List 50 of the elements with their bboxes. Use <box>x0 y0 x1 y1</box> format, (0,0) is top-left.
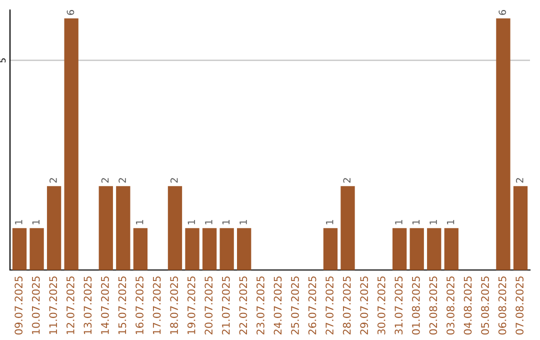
x-tick-label: 16.07.2025 <box>136 276 144 334</box>
x-tick-label: 19.07.2025 <box>187 276 196 334</box>
x-tick-label: 04.08.2025 <box>464 276 472 335</box>
data-label: 1 <box>326 220 334 224</box>
x-tick-label: 03.08.2025 <box>446 276 454 335</box>
x-tick-label: 31.07.2025 <box>394 276 403 334</box>
x-tick-label: 10.07.2025 <box>32 276 40 334</box>
data-label: 2 <box>170 178 178 183</box>
x-tick-label: 30.07.2025 <box>377 276 386 334</box>
data-label: 2 <box>50 178 57 183</box>
x-tick-label: 06.08.2025 <box>498 276 506 335</box>
data-label: 2 <box>516 178 524 183</box>
data-label: 1 <box>395 220 402 224</box>
x-tick-label: 20.07.2025 <box>204 276 213 334</box>
data-label: 1 <box>430 220 437 224</box>
data-label: 2 <box>343 178 350 183</box>
x-tick-label: 26.07.2025 <box>308 276 316 334</box>
x-tick-label: 21.07.2025 <box>222 276 230 334</box>
data-label: 2 <box>118 178 126 183</box>
x-tick-label: 09.07.2025 <box>14 276 23 335</box>
data-label: 1 <box>205 220 212 224</box>
x-tick-label: 12.07.2025 <box>66 276 74 334</box>
x-tick-label: 02.08.2025 <box>429 276 438 335</box>
x-tick-label: 18.07.2025 <box>170 276 178 334</box>
x-tick-label: 01.08.2025 <box>412 276 420 335</box>
x-tick-label: 23.07.2025 <box>256 276 264 334</box>
x-tick-label: 29.07.2025 <box>360 276 368 334</box>
x-tick-label: 22.07.2025 <box>239 276 248 334</box>
x-tick-label: 14.07.2025 <box>101 276 109 334</box>
data-label: 1 <box>188 220 195 224</box>
data-label: 1 <box>446 220 454 224</box>
x-tick-label: 15.07.2025 <box>118 276 126 334</box>
data-label: 1 <box>240 220 247 224</box>
data-label: 1 <box>136 220 144 224</box>
x-tick-label: 11.07.2025 <box>49 276 58 334</box>
x-tick-label: 07.08.2025 <box>516 276 524 335</box>
data-label: 1 <box>222 220 230 224</box>
data-label: 1 <box>15 220 22 224</box>
data-label: 6 <box>66 10 74 15</box>
x-tick-label: 24.07.2025 <box>274 276 282 334</box>
x-tick-label: 17.07.2025 <box>152 276 161 334</box>
x-tick-label: 25.07.2025 <box>291 276 299 334</box>
x-tick-label: 05.08.2025 <box>481 276 489 335</box>
data-label: 6 <box>498 10 506 15</box>
x-tick-label: 28.07.2025 <box>342 276 351 334</box>
data-label: 1 <box>412 220 420 224</box>
data-label: 1 <box>32 220 40 224</box>
x-tick-label: 13.07.2025 <box>84 276 92 334</box>
x-tick-label: 27.07.2025 <box>326 276 334 334</box>
data-label: 2 <box>101 178 109 183</box>
